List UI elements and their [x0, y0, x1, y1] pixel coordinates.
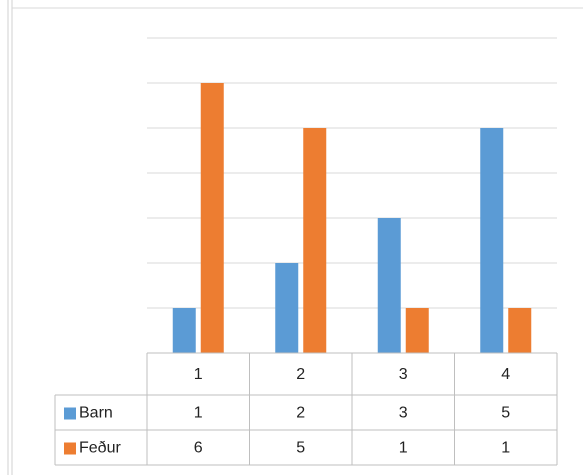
x-tick-label: 2: [296, 366, 305, 383]
x-tick-label: 4: [501, 366, 510, 383]
bar: [377, 218, 401, 353]
legend-label: Barn: [79, 405, 113, 422]
table-value: 1: [399, 440, 408, 457]
table-value: 1: [194, 405, 203, 422]
bar: [303, 128, 327, 353]
legend-swatch: [64, 442, 76, 455]
bar: [405, 308, 429, 353]
table-value: 6: [194, 440, 203, 457]
table-value: 1: [501, 440, 510, 457]
legend-label: Feður: [79, 440, 121, 457]
x-tick-label: 3: [399, 366, 408, 383]
table-value: 3: [399, 405, 408, 422]
legend-swatch: [64, 407, 76, 420]
bar: [508, 308, 532, 353]
table-value: 5: [296, 440, 305, 457]
table-value: 5: [501, 405, 510, 422]
table-value: 2: [296, 405, 305, 422]
bar: [200, 83, 224, 353]
bar: [275, 263, 299, 353]
bar: [172, 308, 196, 353]
bar: [480, 128, 504, 353]
x-tick-label: 1: [194, 366, 203, 383]
